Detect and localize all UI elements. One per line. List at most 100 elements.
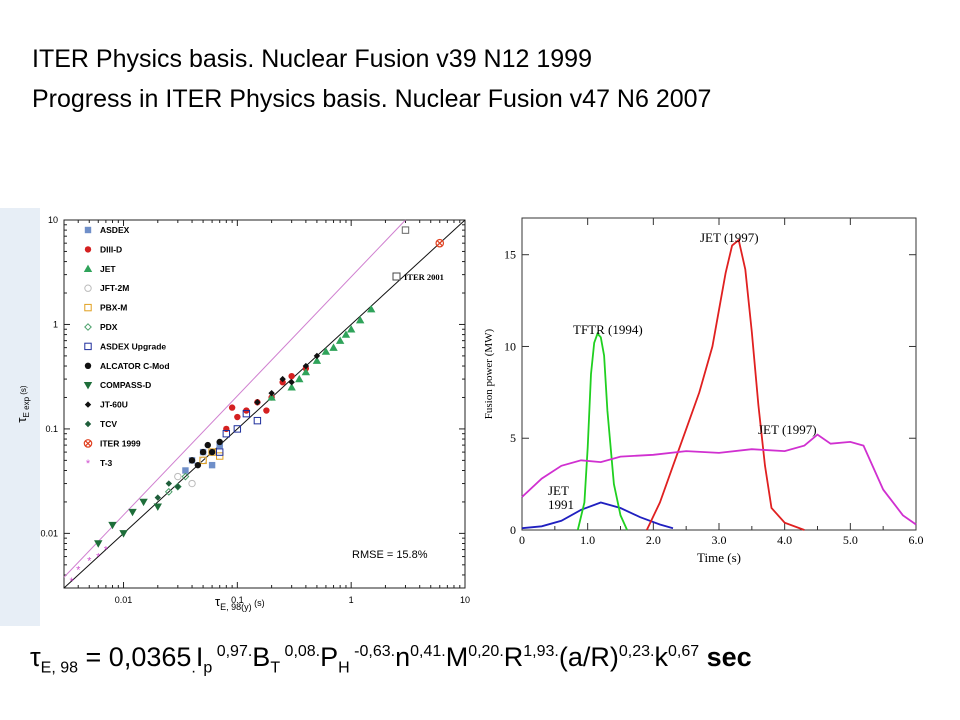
point-compass-d <box>119 530 128 538</box>
legend-marker-alcator-c-mod <box>84 362 92 369</box>
legend-marker-compass-d <box>83 382 93 390</box>
legend-marker-asdex-upgrade <box>84 342 92 351</box>
point-compass-d <box>153 503 162 511</box>
point-tcv <box>165 480 173 487</box>
point-diii-d <box>234 413 241 421</box>
formula-n: n <box>395 642 411 672</box>
point-iter-1999 <box>435 238 445 248</box>
legend-label-jt-60u: JT-60U <box>100 400 128 410</box>
series-label-jet-1997-steady: JET (1997) <box>758 422 817 437</box>
iter-2001-legend-marker <box>392 272 401 281</box>
point-asdex-upgrade <box>253 416 262 425</box>
formula-tau: τ <box>30 642 41 672</box>
formula-dot: . <box>191 659 196 677</box>
formula-ar: (a/R) <box>558 642 619 672</box>
formula-r: R <box>503 642 524 672</box>
y-tick-label: 1 <box>53 319 58 329</box>
point-asdex <box>208 461 216 469</box>
title-line-2: Progress in ITER Physics basis. Nuclear … <box>32 85 712 113</box>
series-line-tftr-1994 <box>576 331 628 531</box>
point-alcator-c-mod <box>208 448 216 456</box>
formula-ph-sub: H <box>338 659 350 677</box>
formula-ip-exp: 0,97. <box>212 643 253 660</box>
point-jet <box>346 325 356 333</box>
x-tick-label: 10 <box>460 595 470 605</box>
formula-bt-sub: T <box>270 659 281 677</box>
legend-marker-t-3: * <box>86 458 91 470</box>
line-plot-svg: 0 1.0 2.0 3.0 4.0 5.0 6.0 0 5 10 15 Time (s) Fusion … <box>483 217 924 565</box>
formula-ph-exp: -0,63. <box>349 643 396 660</box>
legend-label-jet: JET <box>100 264 116 274</box>
point-pbx-m <box>216 452 224 460</box>
y-axis-label-unit: (s) <box>19 385 28 397</box>
series-label-line: JET <box>548 483 569 498</box>
legend-marker-iter-1999 <box>83 439 93 448</box>
point-jet <box>335 336 345 344</box>
legend-marker-asdex <box>84 226 92 234</box>
annotation-rmse: RMSE = 15.8% <box>352 549 428 561</box>
y-tick-label: 15 <box>504 248 516 262</box>
annotation-iter-2001: ITER 2001 <box>404 272 444 282</box>
point-alcator-c-mod <box>204 441 211 449</box>
fusion-power-chart: 0 1.0 2.0 3.0 4.0 5.0 6.0 0 5 10 15 Time (s) Fusion … <box>478 210 958 570</box>
x-tick-label: 1.0 <box>580 533 595 547</box>
legend-marker-iter-1999-ring <box>83 439 93 448</box>
point-diii-d <box>288 372 295 380</box>
formula-coefficient: = 0,0365 <box>78 642 192 672</box>
y-tick-label: 0 <box>510 523 516 537</box>
formula-ip-sub: p <box>203 659 213 677</box>
y-axis-label: τE exp (s) <box>14 385 31 422</box>
x-tick-label: 5.0 <box>843 533 858 547</box>
x-axis-label: τE, 98(y) (s) <box>215 594 265 612</box>
point-iter-1999-ring <box>435 238 445 248</box>
y-tick-label: 0.01 <box>40 528 58 538</box>
formula-bt: B <box>252 642 271 672</box>
point-alcator-c-mod <box>188 457 196 464</box>
formula-k: k <box>654 642 668 672</box>
scaling-law-formula: τE, 98 = 0,0365.Ip 0,97.BT 0,08.PH -0,63… <box>30 632 752 688</box>
plot-frame <box>521 217 917 531</box>
point-diii-d <box>228 404 236 411</box>
point-jt-60u <box>254 399 261 406</box>
legend-label-diii-d: DIII-D <box>100 244 122 254</box>
point-jet <box>367 304 376 313</box>
formula-m-exp: 0,20. <box>468 643 504 660</box>
y-tick-label: 10 <box>504 339 516 353</box>
legend-label-alcator-c-mod: ALCATOR C-Mod <box>100 361 170 371</box>
series-label-tftr-1994: TFTR (1994) <box>573 322 643 337</box>
upper-bound-line <box>63 219 406 578</box>
x-tick-label: 6.0 <box>909 533 924 547</box>
point-alcator-c-mod <box>199 448 207 456</box>
x-tick-label: 0.1 <box>231 595 244 605</box>
scan-edge-tint <box>0 208 40 626</box>
legend-label-pbx-m: PBX-M <box>100 303 127 313</box>
point-pdx <box>164 487 173 496</box>
point-iter-1999-cross <box>436 240 443 247</box>
series-line-jet-1991 <box>521 501 674 530</box>
legend-label-compass-d: COMPASS-D <box>100 380 151 390</box>
point-t-3: * <box>87 556 92 568</box>
point-compass-d <box>128 508 137 517</box>
point-jet <box>295 374 304 383</box>
point-compass-d <box>94 540 103 548</box>
point-pbx-m <box>199 456 207 465</box>
x-tick-label: 3.0 <box>712 533 727 547</box>
point-jft-2m <box>188 479 196 488</box>
point-tcv <box>174 483 182 490</box>
point-tcv <box>154 494 161 501</box>
legend-label-asdex-upgrade: ASDEX Upgrade <box>100 341 166 351</box>
point-asdex-upgrade <box>242 409 251 418</box>
point-jt-60u <box>313 352 321 360</box>
legend-marker-jt-60u <box>84 401 92 408</box>
series-label-jet-1997-peak: JET (1997) <box>700 230 759 245</box>
x-tick-label: 0.01 <box>115 595 133 605</box>
legend-label-pdx: PDX <box>100 322 118 332</box>
point-jet <box>329 343 338 351</box>
x-axis-label-sub: E, 98(y) <box>220 602 252 612</box>
point-t-3: * <box>76 565 81 577</box>
point-jet <box>267 393 276 401</box>
formula-r-exp: 1,93. <box>523 643 559 660</box>
point-jt-60u <box>268 389 275 397</box>
point-jt-60u <box>302 362 310 370</box>
title-line-1: ITER Physics basis. Nuclear Fusion v39 N… <box>32 45 592 73</box>
